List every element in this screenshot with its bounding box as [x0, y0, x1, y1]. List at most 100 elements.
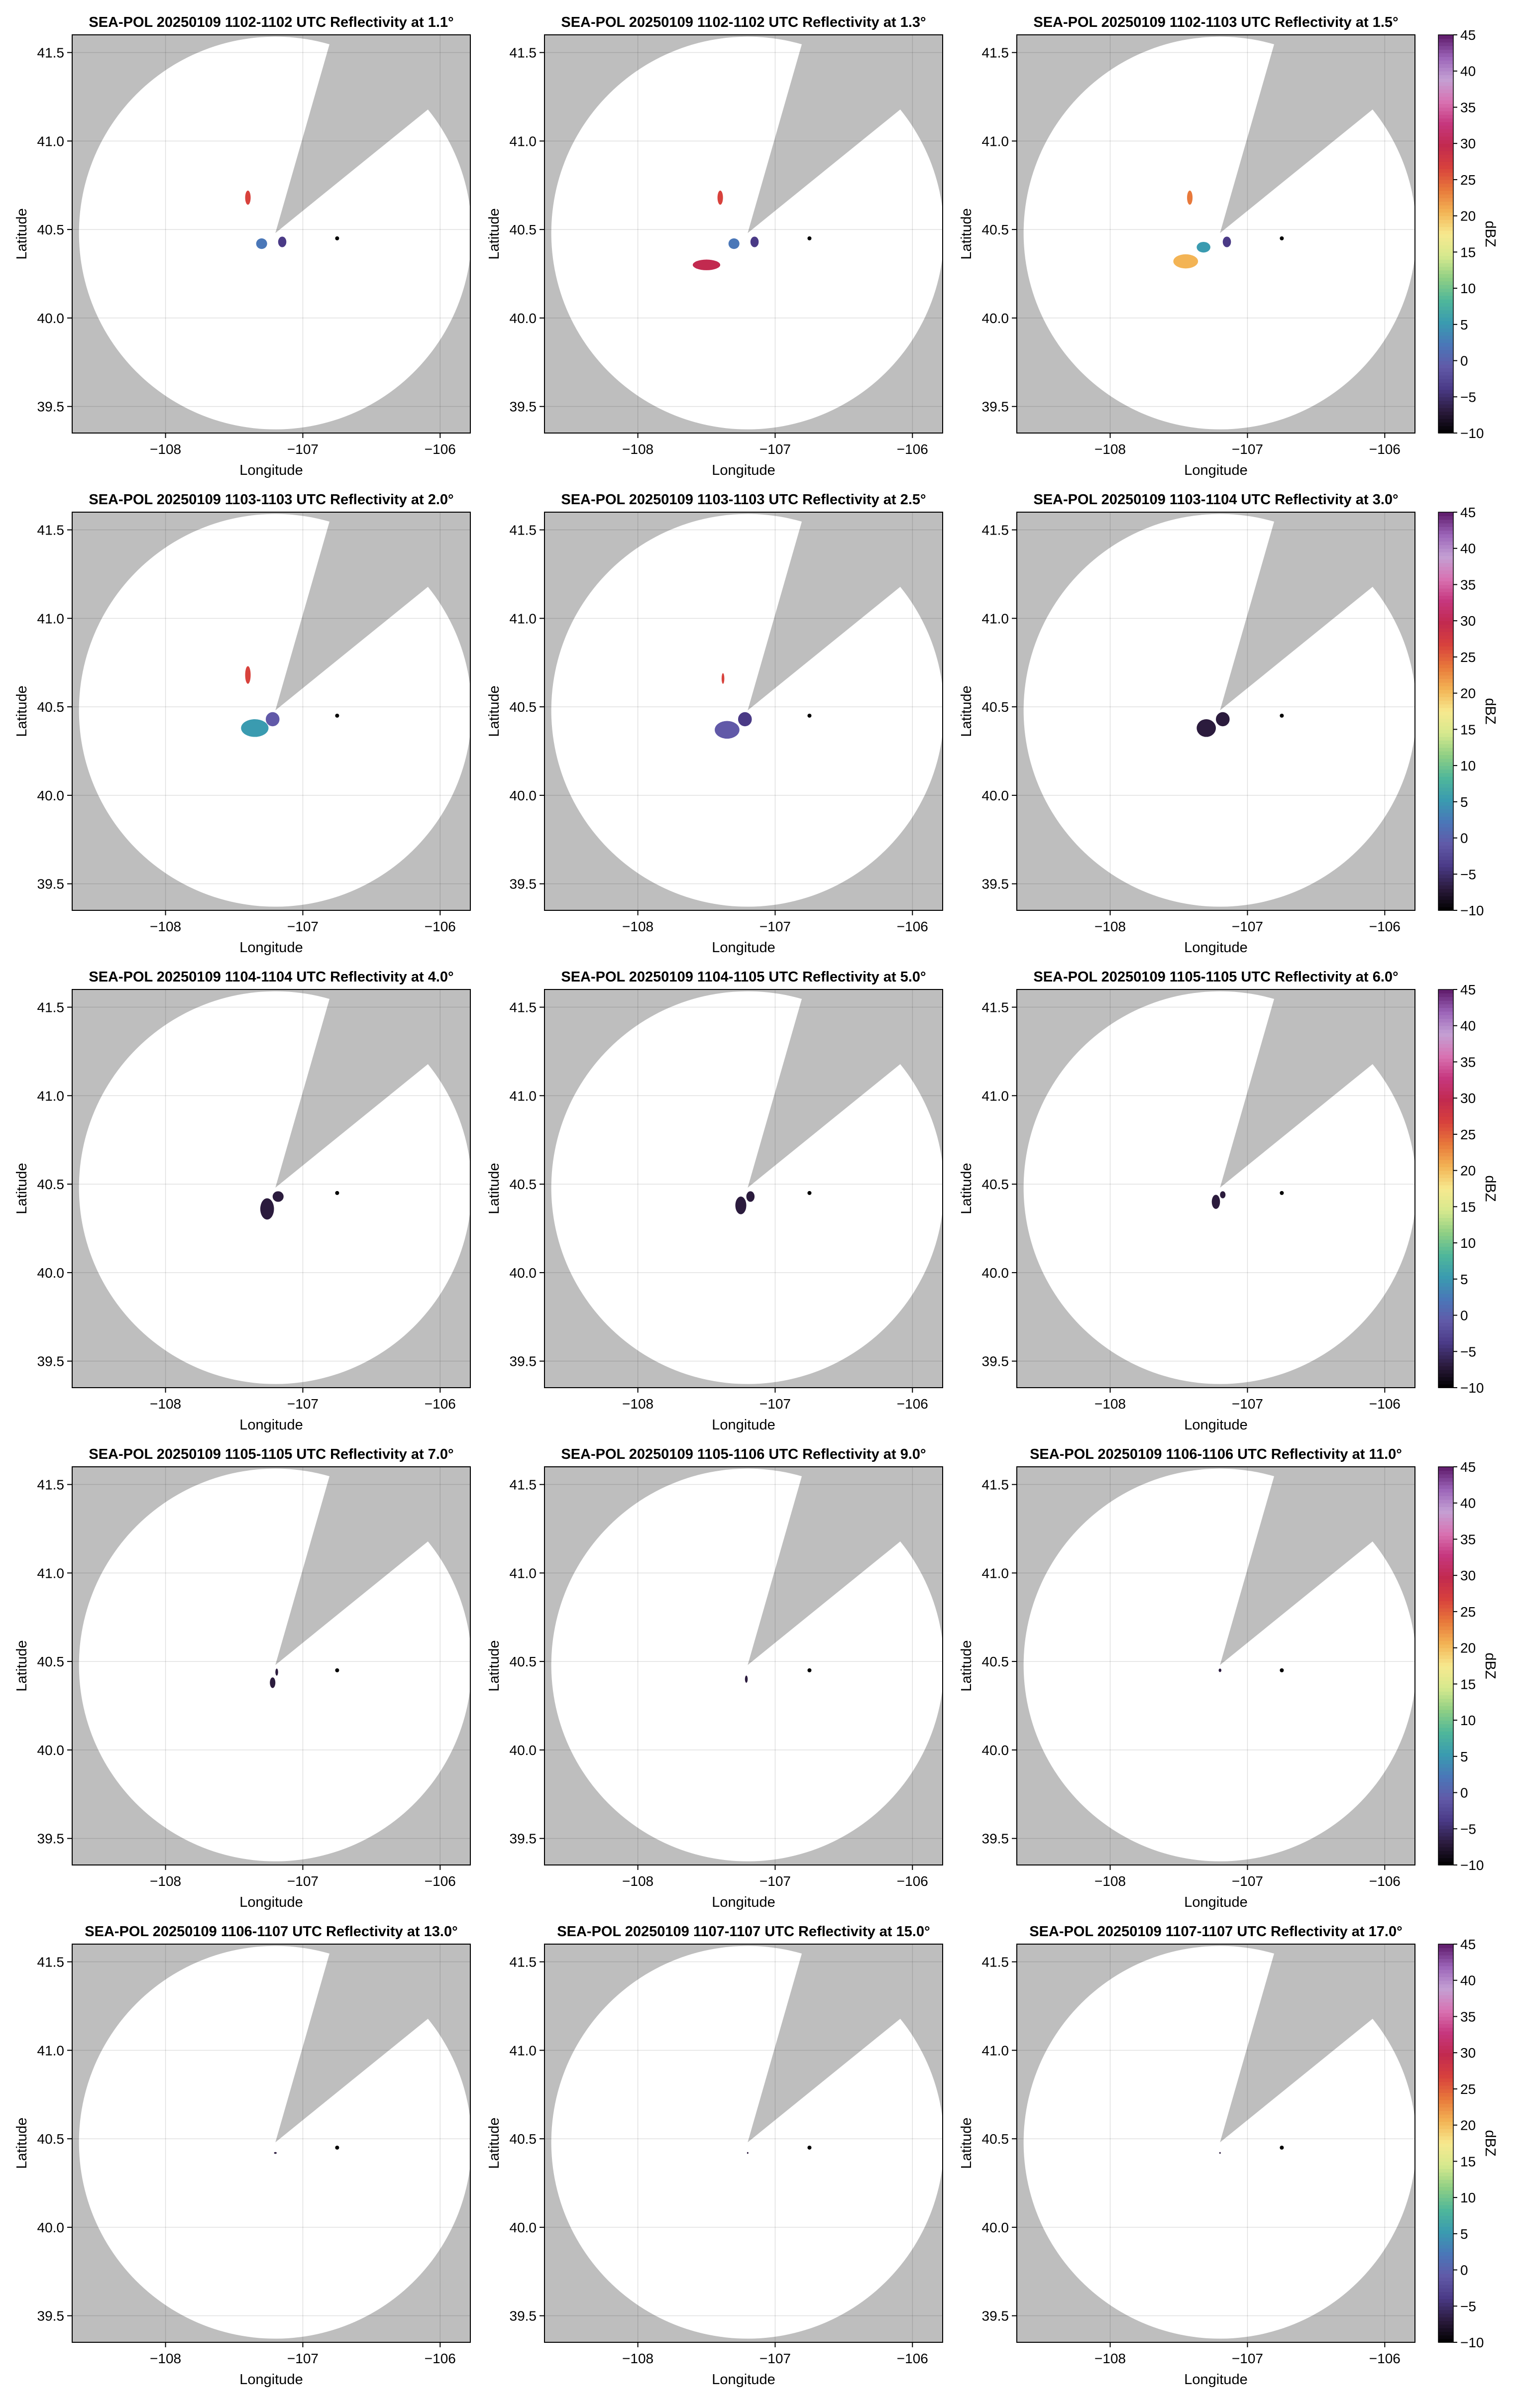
- colorbar-segment: [1438, 1680, 1453, 1685]
- colorbar-segment: [1438, 1496, 1453, 1500]
- colorbar-segment: [1438, 867, 1453, 871]
- axes-frame: [72, 1944, 471, 2343]
- colorbar-segment: [1438, 1510, 1453, 1515]
- colorbar-segment: [1438, 1293, 1453, 1298]
- y-tick-label: 40.0: [37, 788, 65, 803]
- reflectivity-echo: [241, 719, 269, 737]
- colorbar-segment: [1438, 1738, 1453, 1743]
- panel-title: SEA-POL 20250109 1103-1104 UTC Reflectiv…: [1033, 492, 1398, 508]
- x-tick-label: −108: [1094, 2351, 1126, 2366]
- colorbar-segment: [1438, 212, 1453, 217]
- radar-location-marker: [1280, 713, 1284, 718]
- colorbar-segment: [1438, 2139, 1453, 2144]
- colorbar-segment: [1438, 769, 1453, 773]
- radar-location-marker: [1280, 2145, 1284, 2150]
- reflectivity-echo: [245, 190, 251, 205]
- x-tick-label: −107: [1232, 919, 1263, 934]
- radar-location-marker: [807, 236, 812, 240]
- colorbar-segment: [1438, 1637, 1453, 1641]
- y-tick-label: 41.5: [982, 1477, 1009, 1493]
- reflectivity-echo: [735, 1197, 747, 1214]
- y-axis-label: Latitude: [959, 1640, 975, 1691]
- x-tick-label: −107: [1232, 441, 1263, 457]
- reflectivity-echo: [1173, 254, 1198, 269]
- colorbar-segment: [1438, 2049, 1453, 2053]
- colorbar-segment: [1438, 1586, 1453, 1591]
- colorbar-segment: [1438, 2309, 1453, 2314]
- colorbar-segment: [1438, 1687, 1453, 1692]
- colorbar-tick-label: 15: [1460, 1199, 1476, 1214]
- colorbar-segment: [1438, 107, 1453, 111]
- colorbar-segment: [1438, 794, 1453, 799]
- x-tick-label: −108: [622, 1873, 653, 1889]
- colorbar-segment: [1438, 1542, 1453, 1547]
- colorbar-label: dBZ: [1482, 1652, 1498, 1679]
- colorbar-segment: [1438, 1691, 1453, 1695]
- colorbar-tick-label: 45: [1460, 27, 1476, 43]
- colorbar-segment: [1438, 1810, 1453, 1815]
- colorbar-segment: [1438, 277, 1453, 282]
- colorbar-frame: [1438, 1944, 1454, 2343]
- colorbar-segment: [1438, 1192, 1453, 1197]
- colorbar-segment: [1438, 860, 1453, 864]
- colorbar: −10 −5 0 5 10 15 20 25 30 35 40 45 dBZ: [1438, 27, 1498, 441]
- colorbar-segment: [1438, 1535, 1453, 1540]
- gridlines: [1017, 35, 1415, 433]
- y-tick-label: 40.5: [37, 222, 65, 237]
- y-tick-label: 40.0: [510, 311, 537, 326]
- radar-panel: −108 −107 −106 39.5 40.0 40.5 41.0 41.5 SEA-POL …: [14, 1924, 471, 2388]
- colorbar-segment: [1438, 1713, 1453, 1717]
- colorbar-segment: [1438, 158, 1453, 162]
- colorbar-segment: [1438, 1261, 1453, 1265]
- colorbar-segment: [1438, 895, 1453, 900]
- colorbar-tick-label: 20: [1460, 1641, 1476, 1656]
- y-tick-label: 40.0: [982, 311, 1009, 326]
- radar-location-marker: [807, 2145, 812, 2150]
- y-tick-label: 40.0: [37, 1265, 65, 1281]
- colorbar-segment: [1438, 1268, 1453, 1273]
- colorbar-segment: [1438, 306, 1453, 311]
- y-tick-label: 41.5: [37, 1955, 65, 1970]
- colorbar-segment: [1438, 1366, 1453, 1370]
- colorbar-segment: [1438, 1651, 1453, 1655]
- panel-title: SEA-POL 20250109 1103-1103 UTC Reflectiv…: [561, 492, 926, 508]
- y-tick-label: 41.5: [982, 45, 1009, 61]
- radar-location-marker: [1280, 1191, 1284, 1195]
- reflectivity-echo: [275, 1668, 278, 1676]
- colorbar-segment: [1438, 1836, 1453, 1840]
- colorbar-segment: [1438, 219, 1453, 223]
- colorbar-segment: [1438, 1326, 1453, 1330]
- radar-location-marker: [335, 2145, 339, 2150]
- y-tick-label: 39.5: [982, 2308, 1009, 2324]
- colorbar-segment: [1438, 1959, 1453, 1963]
- colorbar-segment: [1438, 2244, 1453, 2249]
- colorbar-segment: [1438, 1550, 1453, 1554]
- colorbar-segment: [1438, 1821, 1453, 1826]
- colorbar-segment: [1438, 2067, 1453, 2072]
- x-tick-label: −108: [150, 441, 181, 457]
- colorbar-segment: [1438, 996, 1453, 1001]
- colorbar-segment: [1438, 284, 1453, 289]
- y-tick-label: 41.0: [510, 2043, 537, 2058]
- y-tick-label: 41.0: [982, 1088, 1009, 1103]
- radar-coverage-area: [1023, 36, 1415, 430]
- colorbar-segment: [1438, 1369, 1453, 1374]
- colorbar-segment: [1438, 2038, 1453, 2043]
- colorbar-segment: [1438, 667, 1453, 672]
- colorbar-segment: [1438, 523, 1453, 527]
- colorbar-segment: [1438, 1695, 1453, 1699]
- colorbar-tick-label: 10: [1460, 758, 1476, 773]
- y-axis-label: Latitude: [486, 208, 502, 259]
- x-axis-label: Longitude: [1184, 2372, 1247, 2388]
- reflectivity-echo: [715, 721, 740, 739]
- radar-panel: −108 −107 −106 39.5 40.0 40.5 41.0 41.5 SEA-POL …: [959, 14, 1415, 478]
- colorbar-segment: [1438, 1315, 1453, 1319]
- colorbar-label: dBZ: [1482, 1175, 1498, 1202]
- x-tick-label: −107: [1232, 2351, 1263, 2366]
- colorbar-segment: [1438, 845, 1453, 850]
- colorbar-segment: [1438, 2201, 1453, 2205]
- colorbar-segment: [1438, 2208, 1453, 2212]
- colorbar-tick-label: 30: [1460, 1568, 1476, 1583]
- colorbar-segment: [1438, 1608, 1453, 1612]
- colorbar-segment: [1438, 2009, 1453, 2013]
